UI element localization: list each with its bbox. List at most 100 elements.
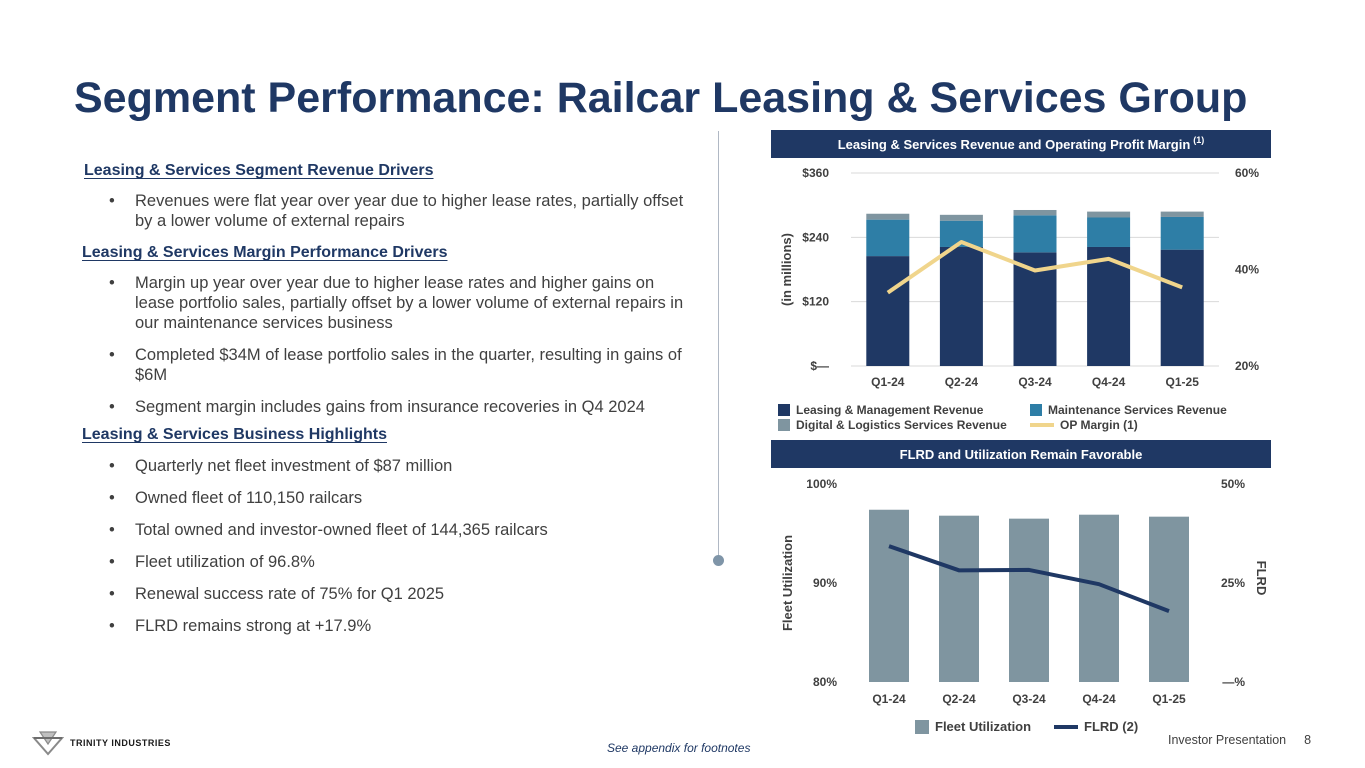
bar-segment (1013, 215, 1057, 253)
x-tick-label: Q1-24 (872, 692, 906, 706)
section-heading-business-highlights: Leasing & Services Business Highlights (82, 426, 387, 443)
chart1-legend: Leasing & Management Revenue Maintenance… (778, 403, 1258, 433)
utilization-bar (869, 509, 909, 682)
chart2-header: FLRD and Utilization Remain Favorable (771, 440, 1271, 468)
y-tick-label: 90% (813, 576, 837, 590)
bullet-item: Fleet utilization of 96.8% (82, 552, 687, 572)
bullet-item: Completed $34M of lease portfolio sales … (82, 345, 687, 385)
bullet-item: Revenues were flat year over year due to… (82, 191, 687, 231)
y-tick-label: $360 (802, 166, 829, 180)
legend-item-maintenance: Maintenance Services Revenue (1030, 403, 1227, 417)
legend-swatch-line (1054, 724, 1078, 729)
x-tick-label: Q1-25 (1166, 375, 1200, 389)
utilization-bar (1079, 514, 1119, 682)
bar-segment (1087, 217, 1131, 247)
bullet-item: Owned fleet of 110,150 railcars (82, 488, 687, 508)
legend-swatch (778, 404, 790, 416)
legend-swatch (915, 719, 929, 734)
margin-drivers-list: Margin up year over year due to higher l… (82, 273, 687, 417)
y-axis-label: (in millions) (779, 233, 794, 306)
bar-segment (1013, 209, 1057, 216)
bar-segment (866, 256, 910, 366)
company-logo: TRINITY INDUSTRIES (32, 730, 171, 756)
legend-label: Digital & Logistics Services Revenue (796, 418, 1007, 432)
y2-axis-label: FLRD (1254, 561, 1269, 596)
x-tick-label: Q1-24 (871, 375, 905, 389)
x-tick-label: Q3-24 (1012, 692, 1046, 706)
utilization-bar (1149, 516, 1189, 682)
x-tick-label: Q4-24 (1092, 375, 1126, 389)
legend-label: Fleet Utilization (935, 719, 1032, 734)
footer-label: Investor Presentation (1168, 733, 1287, 747)
legend-item-leasing: Leasing & Management Revenue (778, 403, 983, 417)
y-tick-label: $120 (802, 295, 829, 309)
bullet-item: Quarterly net fleet investment of $87 mi… (82, 456, 687, 476)
x-tick-label: Q3-24 (1018, 375, 1052, 389)
chart2-header-text: FLRD and Utilization Remain Favorable (899, 446, 1143, 462)
bar-segment (1087, 211, 1131, 218)
bar-segment (1160, 216, 1204, 250)
x-tick-label: Q4-24 (1082, 692, 1116, 706)
bullet-item: FLRD remains strong at +17.9% (82, 616, 687, 636)
legend-swatch-line (1030, 423, 1054, 427)
business-highlights-list: Quarterly net fleet investment of $87 mi… (82, 456, 687, 636)
legend-swatch (1030, 404, 1042, 416)
bar-segment (1087, 246, 1131, 366)
y2-tick-label: 60% (1235, 166, 1259, 180)
y-tick-label: 80% (813, 675, 837, 689)
revenue-margin-chart: $— $120 $240 $360 20% 40% 60% (in millions) Q1-2… (779, 166, 1259, 389)
page-number: 8 (1304, 733, 1312, 747)
bullet-item: Renewal success rate of 75% for Q1 2025 (82, 584, 687, 604)
bar-segment (866, 219, 910, 257)
bar-segment (939, 246, 983, 366)
y2-tick-label: —% (1222, 675, 1245, 689)
bullet-item: Total owned and investor-owned fleet of … (82, 520, 687, 540)
footer-right: Investor Presentation 8 (1168, 733, 1311, 747)
legend-label: Maintenance Services Revenue (1048, 403, 1227, 417)
x-tick-label: Q2-24 (942, 692, 976, 706)
flrd-utilization-chart: 80% 90% 100% —% 25% 50% Fleet Utilization FLRD Q… (780, 477, 1269, 706)
utilization-bar (939, 515, 979, 682)
y2-tick-label: 40% (1235, 263, 1259, 277)
flrd-line (888, 544, 1170, 613)
legend-item-fleet-utilization: Fleet Utilization (915, 719, 1031, 734)
y2-tick-label: 25% (1221, 576, 1245, 590)
divider-dot (713, 555, 724, 566)
y2-tick-label: 20% (1235, 359, 1259, 373)
section-heading-margin-drivers: Leasing & Services Margin Performance Dr… (82, 244, 448, 261)
chart1-header-text: Leasing & Services Revenue and Operating… (837, 136, 1191, 152)
legend-label: FLRD (2) (1084, 719, 1139, 734)
y-tick-label: $240 (802, 230, 829, 244)
legend-item-flrd: FLRD (2) (1054, 719, 1138, 734)
y-axis-label: Fleet Utilization (780, 535, 795, 631)
legend-label: Leasing & Management Revenue (796, 403, 984, 417)
footnote: See appendix for footnotes (607, 741, 751, 755)
utilization-bar (1009, 518, 1049, 682)
bar-segment (939, 214, 983, 221)
bullet-item: Segment margin includes gains from insur… (82, 397, 687, 417)
trinity-logo-icon (32, 731, 64, 756)
legend-item-digital: Digital & Logistics Services Revenue (778, 418, 1007, 432)
bar-segment (1160, 211, 1204, 217)
drivers-column: Leasing & Services Segment Revenue Drive… (82, 160, 687, 636)
legend-label: OP Margin (1) (1060, 418, 1138, 432)
x-tick-label: Q1-25 (1152, 692, 1186, 706)
bar-segment (866, 213, 910, 220)
section-heading-revenue-drivers: Leasing & Services Segment Revenue Drive… (84, 162, 434, 179)
legend-swatch (778, 419, 790, 431)
bar-segment (1160, 249, 1204, 366)
y-tick-label: $— (810, 359, 829, 373)
vertical-divider (718, 131, 719, 559)
revenue-drivers-list: Revenues were flat year over year due to… (82, 191, 687, 231)
chart1-header: Leasing & Services Revenue and Operating… (771, 130, 1271, 158)
page-title: Segment Performance: Railcar Leasing & S… (74, 74, 1248, 122)
op-margin-line (886, 239, 1183, 295)
chart2-legend: Fleet Utilization FLRD (2) (915, 719, 1175, 735)
y2-tick-label: 50% (1221, 477, 1245, 491)
bullet-item: Margin up year over year due to higher l… (82, 273, 687, 333)
chart1-header-footnote: (1) (1193, 135, 1205, 145)
y-tick-label: 100% (806, 477, 837, 491)
legend-item-op-margin: OP Margin (1) (1030, 418, 1138, 432)
logo-text: TRINITY INDUSTRIES (70, 738, 171, 748)
x-tick-label: Q2-24 (945, 375, 979, 389)
